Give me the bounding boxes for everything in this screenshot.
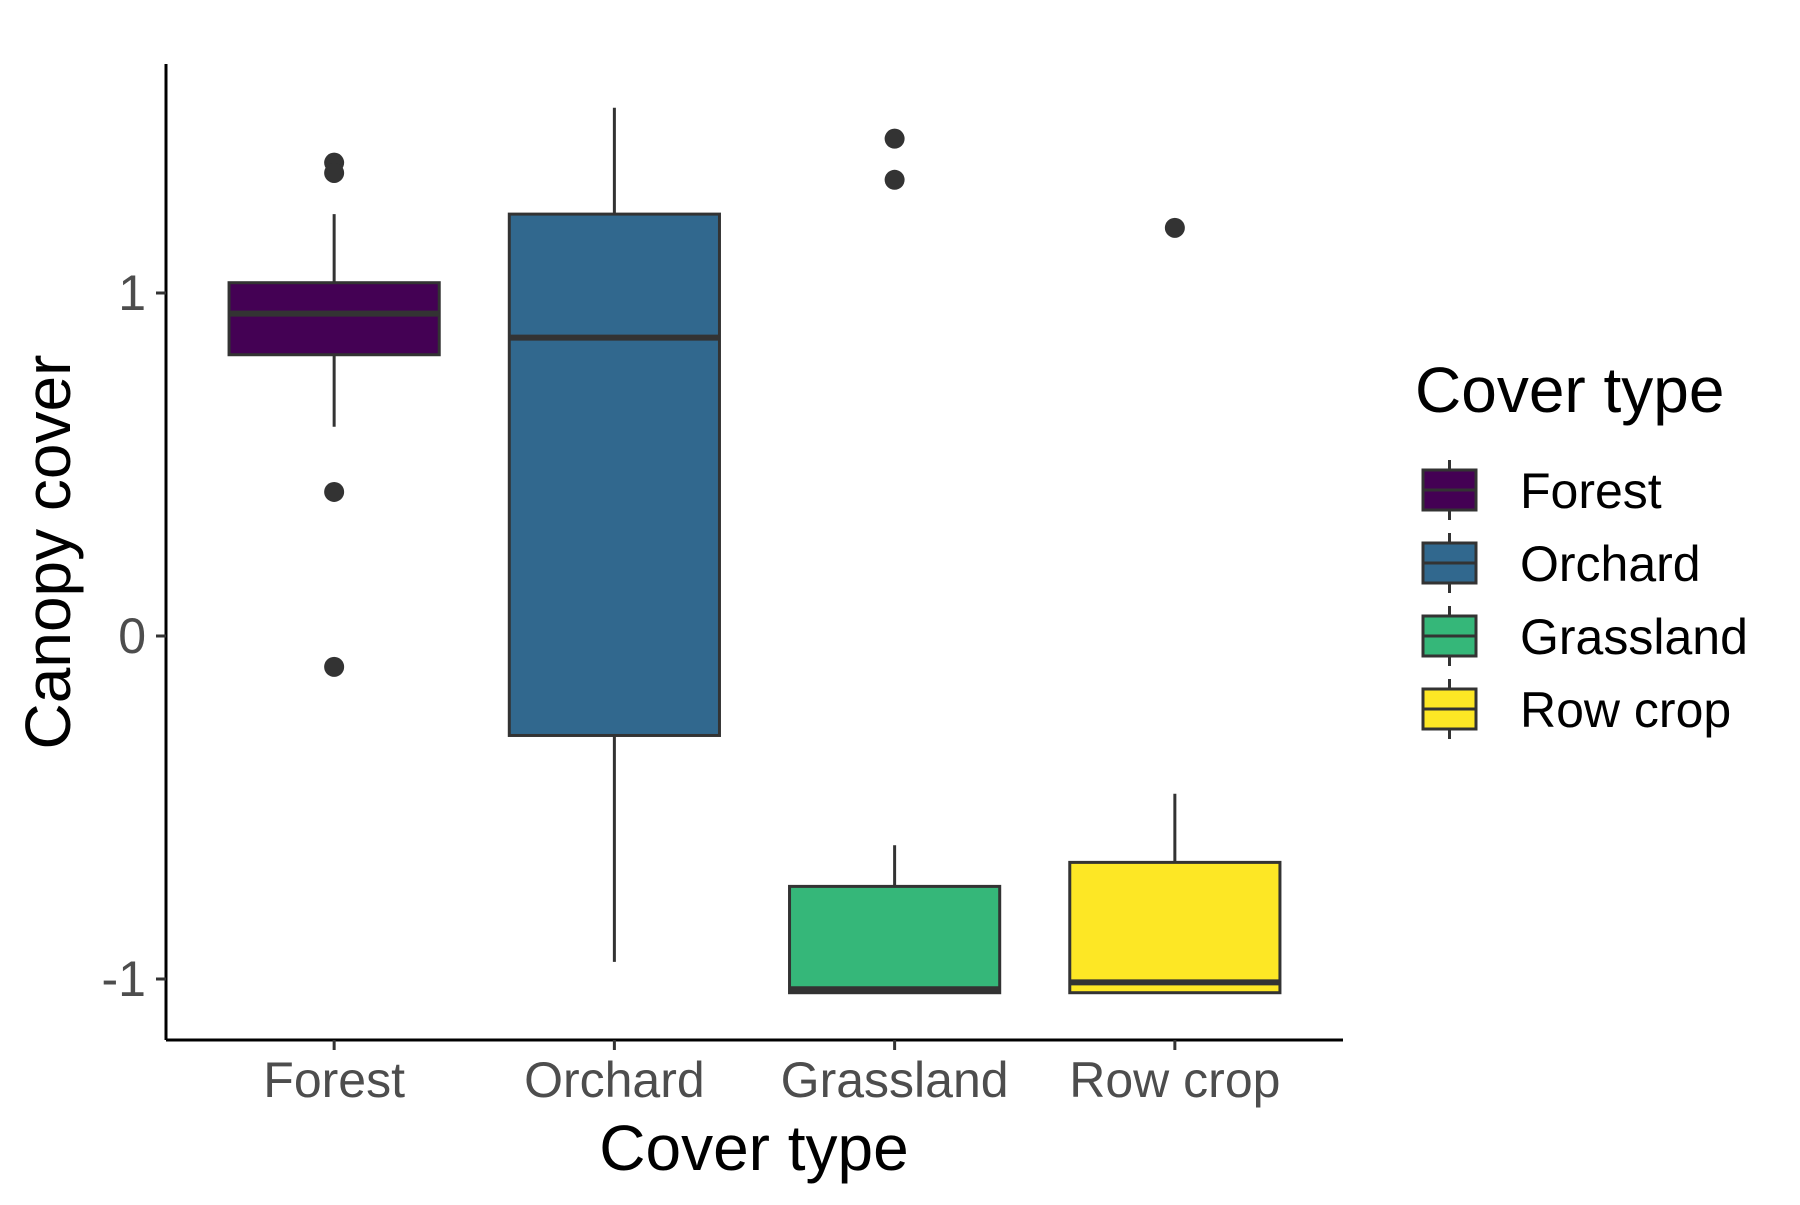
x-tick-label: Orchard — [524, 1052, 705, 1108]
outlier-point — [1164, 217, 1185, 238]
legend-item-row-crop: Row crop — [1421, 679, 1731, 739]
outlier-point — [324, 162, 345, 183]
plot-area — [227, 107, 1282, 995]
box-grassland — [788, 884, 1002, 995]
box-group-orchard — [507, 107, 721, 962]
box-forest — [227, 281, 441, 357]
x-tick-label: Forest — [263, 1052, 405, 1108]
legend: Cover type Forest Orchard Grassland Row cro… — [1415, 354, 1748, 739]
legend-label: Forest — [1520, 463, 1662, 519]
outlier-point — [324, 656, 345, 677]
box-group-forest — [227, 152, 441, 677]
box-group-grassland — [788, 128, 1002, 995]
y-tick-label: 1 — [118, 265, 146, 321]
x-tick-label: Grassland — [781, 1052, 1009, 1108]
outlier-point — [324, 481, 345, 502]
outlier-point — [884, 169, 905, 190]
legend-label: Row crop — [1520, 682, 1731, 738]
axes: -1 0 1 Forest Orchard Grassland Row crop — [102, 64, 1343, 1108]
y-axis-title: Canopy cover — [12, 355, 84, 750]
x-tick-label: Row crop — [1069, 1052, 1280, 1108]
box-row-crop — [1068, 860, 1282, 995]
legend-item-forest: Forest — [1421, 460, 1662, 520]
box-group-row-crop — [1068, 217, 1282, 995]
legend-item-grassland: Grassland — [1421, 606, 1748, 666]
legend-label: Grassland — [1520, 609, 1748, 665]
legend-title: Cover type — [1415, 354, 1724, 426]
box-orchard — [507, 212, 721, 737]
legend-label: Orchard — [1520, 536, 1701, 592]
y-tick-label: 0 — [118, 608, 146, 664]
outlier-point — [884, 128, 905, 149]
y-tick-label: -1 — [102, 951, 146, 1007]
legend-item-orchard: Orchard — [1421, 533, 1701, 593]
x-axis-title: Cover type — [599, 1112, 908, 1184]
